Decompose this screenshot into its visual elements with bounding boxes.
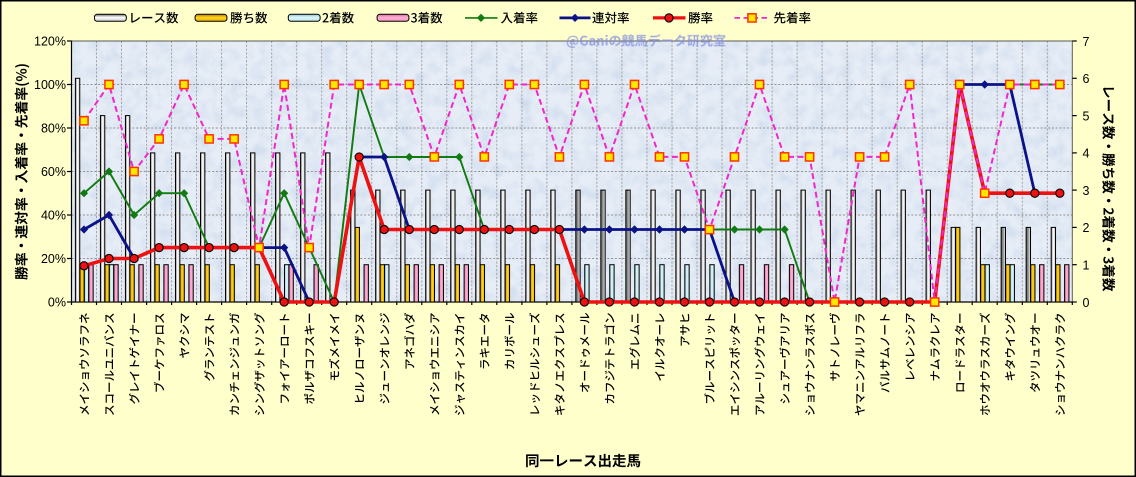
svg-text:120%: 120% xyxy=(34,34,66,48)
svg-text:0: 0 xyxy=(1083,296,1090,310)
svg-text:7: 7 xyxy=(1083,35,1090,49)
svg-text:6: 6 xyxy=(1083,72,1090,86)
svg-text:3: 3 xyxy=(1083,184,1090,198)
svg-text:60%: 60% xyxy=(41,165,66,179)
svg-text:5: 5 xyxy=(1083,109,1090,123)
svg-text:40%: 40% xyxy=(41,208,66,222)
svg-text:4: 4 xyxy=(1083,147,1090,161)
svg-text:2: 2 xyxy=(1083,221,1090,235)
svg-text:1: 1 xyxy=(1083,259,1090,273)
svg-text:80%: 80% xyxy=(41,121,66,135)
svg-text:0%: 0% xyxy=(48,295,66,309)
svg-text:100%: 100% xyxy=(34,78,66,92)
svg-text:20%: 20% xyxy=(41,252,66,266)
